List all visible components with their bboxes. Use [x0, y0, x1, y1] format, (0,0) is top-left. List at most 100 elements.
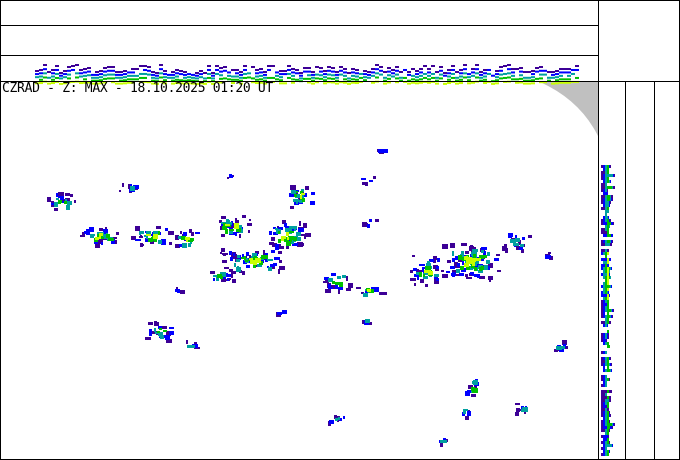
- side-profile-pixel: [199, 82, 203, 85]
- side-profile-pixel: [559, 74, 563, 77]
- side-profile-pixel: [167, 73, 171, 76]
- side-profile-pixel: [339, 69, 343, 72]
- echo-pixel: [560, 346, 565, 349]
- side-profile-pixel: [607, 225, 609, 228]
- side-profile-pixel: [607, 315, 610, 318]
- echo-pixel: [144, 235, 146, 237]
- side-profile-pixel: [395, 81, 399, 84]
- side-profile-pixel: [263, 76, 267, 79]
- echo-pixel: [472, 261, 475, 266]
- echo-pixel: [456, 269, 460, 273]
- side-profile-pixel: [83, 71, 87, 74]
- side-profile-pixel: [311, 82, 315, 85]
- echo-pixel: [487, 266, 490, 270]
- echo-pixel: [253, 253, 257, 257]
- side-profile-pixel: [363, 79, 367, 82]
- echo-pixel: [436, 266, 439, 269]
- side-profile-pixel: [607, 411, 609, 414]
- side-profile-pixel: [607, 438, 609, 441]
- echo-pixel: [226, 274, 231, 277]
- echo-pixel: [165, 228, 168, 231]
- echo-pixel: [153, 231, 159, 235]
- side-profile-pixel: [331, 77, 335, 80]
- side-profile-pixel: [271, 76, 275, 79]
- side-profile-pixel: [555, 79, 559, 82]
- frame-line: [654, 81, 655, 460]
- echo-pixel: [472, 381, 475, 384]
- side-profile-pixel: [605, 429, 608, 432]
- side-profile-pixel: [471, 71, 475, 74]
- side-profile-pixel: [319, 67, 323, 69]
- side-profile-pixel: [455, 76, 459, 79]
- side-profile-pixel: [559, 78, 563, 81]
- side-profile-pixel: [55, 65, 59, 67]
- side-profile-pixel: [607, 276, 609, 279]
- side-profile-pixel: [435, 82, 439, 85]
- echo-pixel: [56, 193, 58, 197]
- side-profile-pixel: [259, 68, 263, 70]
- echo-pixel: [169, 242, 172, 245]
- side-profile-pixel: [605, 282, 608, 285]
- echo-pixel: [452, 251, 454, 256]
- side-profile-pixel: [367, 73, 371, 76]
- side-profile-pixel: [495, 79, 499, 82]
- echo-pixel: [294, 228, 296, 231]
- side-profile-pixel: [135, 78, 139, 81]
- side-profile-pixel: [139, 65, 143, 67]
- echo-pixel: [284, 237, 289, 242]
- echo-pixel: [367, 224, 370, 228]
- side-profile-pixel: [103, 70, 107, 73]
- frame-line: [625, 81, 626, 460]
- side-profile-pixel: [407, 82, 411, 85]
- side-profile-pixel: [155, 74, 159, 77]
- side-profile-pixel: [195, 74, 199, 77]
- echo-pixel: [338, 289, 340, 294]
- echo-pixel: [84, 231, 86, 234]
- echo-pixel: [223, 223, 226, 227]
- side-profile-pixel: [475, 64, 479, 66]
- side-profile-pixel: [605, 318, 608, 321]
- side-profile-pixel: [331, 81, 335, 84]
- side-profile-pixel: [455, 79, 459, 82]
- side-profile-pixel: [159, 68, 163, 71]
- side-profile-pixel: [519, 81, 523, 84]
- echo-pixel: [242, 271, 245, 275]
- echo-pixel: [232, 279, 236, 283]
- side-profile-pixel: [515, 78, 519, 81]
- side-profile-pixel: [103, 67, 107, 69]
- echo-pixel: [289, 226, 293, 229]
- echo-pixel: [267, 259, 273, 261]
- side-profile-pixel: [163, 82, 167, 85]
- echo-pixel: [148, 322, 153, 325]
- side-profile-pixel: [415, 73, 419, 76]
- echo-pixel: [89, 227, 94, 232]
- side-profile-pixel: [107, 66, 111, 68]
- echo-pixel: [296, 201, 298, 204]
- side-profile-pixel: [451, 72, 455, 75]
- side-profile-pixel: [103, 74, 107, 77]
- side-profile-pixel: [187, 73, 191, 76]
- side-profile-pixel: [123, 79, 127, 82]
- side-profile-pixel: [607, 240, 610, 243]
- echo-pixel: [461, 243, 467, 246]
- side-profile-pixel: [183, 82, 187, 85]
- side-profile-pixel: [187, 79, 191, 82]
- echo-pixel: [242, 215, 246, 218]
- side-profile-pixel: [115, 76, 119, 79]
- echo-pixel: [97, 238, 103, 243]
- echo-pixel: [442, 244, 448, 249]
- side-profile-pixel: [551, 73, 555, 76]
- echo-pixel: [290, 206, 294, 209]
- echo-pixel: [146, 234, 151, 236]
- side-profile-pixel: [191, 73, 195, 76]
- side-profile-pixel: [527, 82, 531, 85]
- side-profile-pixel: [231, 75, 235, 78]
- side-profile-pixel: [159, 64, 163, 66]
- echo-pixel: [190, 345, 195, 348]
- side-profile-pixel: [375, 64, 379, 66]
- echo-pixel: [119, 190, 121, 192]
- side-profile-pixel: [355, 69, 359, 71]
- side-profile-pixel: [603, 375, 606, 378]
- echo-pixel: [362, 222, 367, 227]
- echo-pixel: [297, 237, 301, 241]
